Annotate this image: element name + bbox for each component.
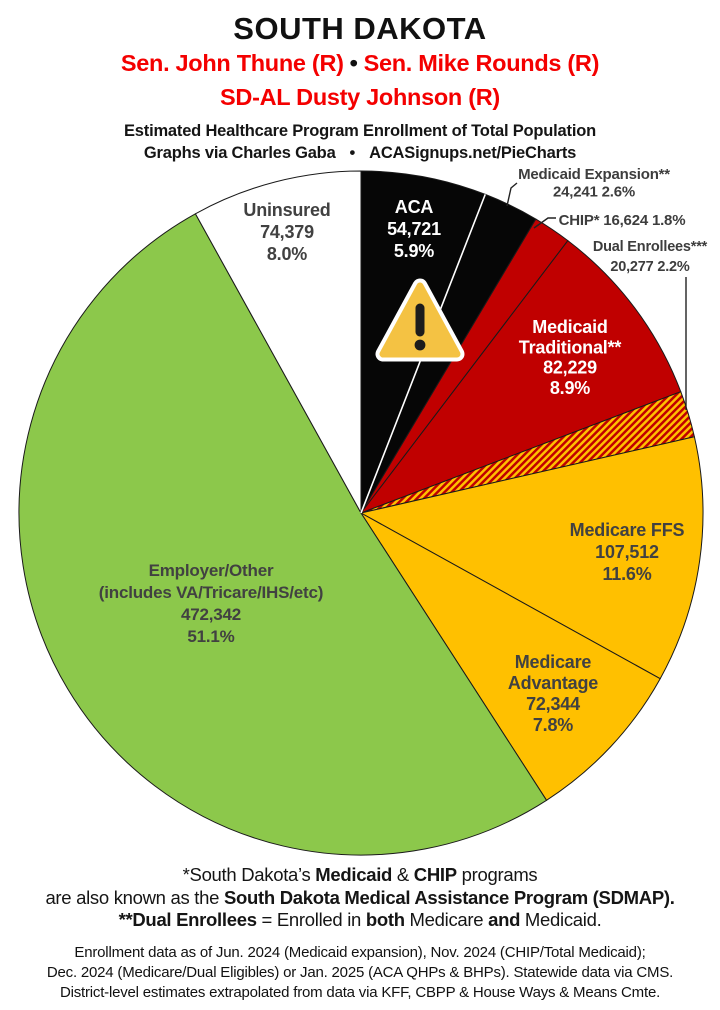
source-note-line1: Enrollment data as of Jun. 2024 (Medicai… xyxy=(74,944,646,961)
slice-label-employer: Employer/Other (includes VA/Tricare/IHS/e… xyxy=(99,561,323,646)
pie-slice-uninsured xyxy=(194,170,362,514)
slice-label-medicare_advantage: Medicare Advantage 72,344 7.8% xyxy=(508,652,598,735)
footnote-segment: and xyxy=(488,909,521,930)
representative-line: SD-AL Dusty Johnson (R) xyxy=(220,84,500,110)
bullet-separator: • xyxy=(349,144,356,162)
footnote-segment: Medicaid xyxy=(315,864,393,885)
footnote-segment: CHIP xyxy=(413,864,457,885)
pie-slice-medicaid_traditional xyxy=(360,240,682,514)
footnote-segment: programs xyxy=(456,864,538,885)
footnote-segment: & xyxy=(392,864,414,885)
footnote-segment: are also known as the xyxy=(45,887,224,908)
footnote-segment: *South Dakota’s xyxy=(182,864,316,885)
footnote-medicaid-chip: *South Dakota’s Medicaid & CHIP programs xyxy=(0,864,720,886)
slice-label-aca: ACA 54,721 5.9% xyxy=(387,197,441,261)
footnote-segment: South Dakota Medical Assistance Program … xyxy=(223,887,675,908)
callout-line-medicaid_expansion xyxy=(506,182,518,207)
pie-slice-medicare_advantage xyxy=(360,512,661,801)
senator-2: Sen. Mike Rounds (R) xyxy=(363,50,600,76)
slice-label-medicaid_traditional: Medicaid Traditional** 82,229 8.9% xyxy=(519,317,622,398)
footnote-segment: **Dual Enrollees xyxy=(118,909,257,930)
source-note-line2: Dec. 2024 (Medicare/Dual Eligibles) or J… xyxy=(46,964,674,981)
slice-label-uninsured: Uninsured 74,379 8.0% xyxy=(243,200,330,264)
slice-labels: ACA 54,721 5.9% Medicaid Expansion** 24,241 … xyxy=(99,166,708,735)
pie-chart: ACA 54,721 5.9% Medicaid Expansion** 24,241 … xyxy=(0,150,720,870)
senator-1: Sen. John Thune (R) xyxy=(120,50,344,76)
pie-chart-svg: ACA 54,721 5.9% Medicaid Expansion** 24,241 … xyxy=(18,166,708,856)
page-title: SOUTH DAKOTA xyxy=(233,11,487,46)
credit-author: Graphs via Charles Gaba xyxy=(143,144,336,162)
slice-label-dual_enrollees: Dual Enrollees*** 20,277 2.2% xyxy=(593,239,708,275)
senators-line: Sen. John Thune (R) • Sen. Mike Rounds (R) xyxy=(0,50,720,77)
chart-subtitle: Estimated Healthcare Program Enrollment … xyxy=(124,122,596,140)
pie-slice-medicare_ffs xyxy=(360,436,704,680)
footnote-segment: = Enrolled in xyxy=(256,909,366,930)
footnote-segment: both xyxy=(365,909,405,930)
bullet-separator: • xyxy=(349,50,358,76)
source-note-line3: District-level estimates extrapolated fr… xyxy=(59,984,661,1001)
footnote-dual-enrollees: **Dual Enrollees = Enrolled in both Medi… xyxy=(0,909,720,931)
warning-triangle-icon xyxy=(375,278,465,362)
footnote-segment: Medicaid. xyxy=(520,909,602,930)
slice-label-medicaid_expansion: Medicaid Expansion** 24,241 2.6% xyxy=(518,166,670,201)
footnote-segment: Medicare xyxy=(404,909,489,930)
callout-lines xyxy=(506,182,687,410)
credit-site: ACASignups.net/PieCharts xyxy=(369,144,577,162)
pie-slices xyxy=(18,170,704,856)
credit-line: Graphs via Charles Gaba • ACASignups.net/P… xyxy=(0,144,720,163)
slice-label-medicare_ffs: Medicare FFS 107,512 11.6% xyxy=(570,520,685,584)
footnote-sdmap: are also known as the South Dakota Medic… xyxy=(0,887,720,909)
callout-line-chip xyxy=(533,217,556,229)
pie-slice-employer xyxy=(18,213,548,856)
slice-label-chip: CHIP* 16,624 1.8% xyxy=(559,212,686,229)
